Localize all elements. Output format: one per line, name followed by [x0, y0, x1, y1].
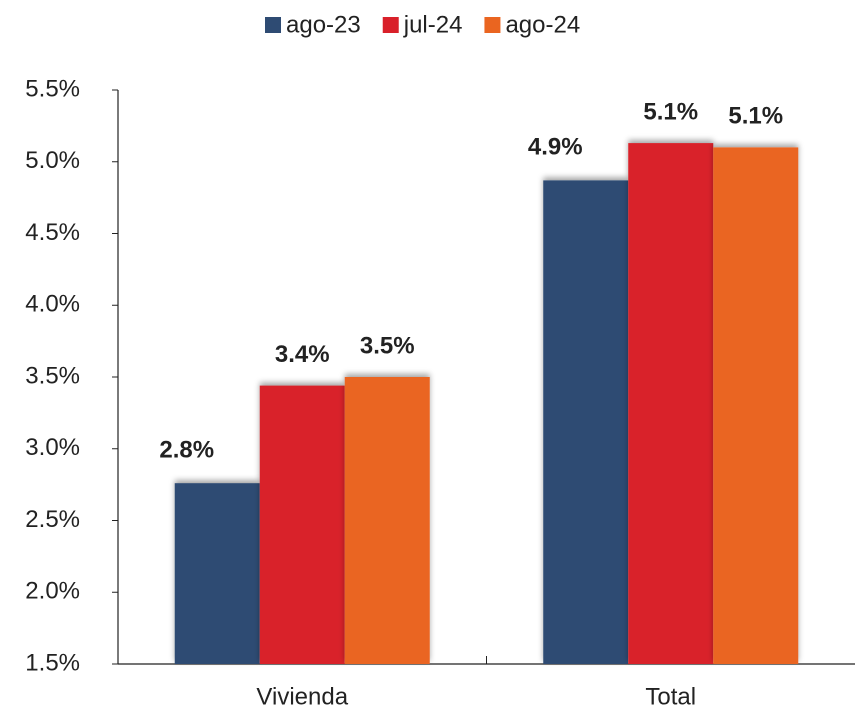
- y-tick-label: 4.5%: [25, 219, 80, 246]
- value-label: 5.1%: [728, 103, 783, 130]
- y-tick-label: 2.5%: [25, 506, 80, 533]
- value-label: 4.9%: [528, 134, 583, 161]
- y-tick-label: 5.5%: [25, 75, 80, 102]
- y-tick-label: 5.0%: [25, 147, 80, 174]
- x-tick-label: Vivienda: [256, 683, 348, 710]
- bar: [713, 147, 799, 664]
- y-tick-label: 4.0%: [25, 291, 80, 318]
- legend-swatch: [265, 17, 281, 33]
- y-tick-label: 3.0%: [25, 434, 80, 461]
- value-label: 3.5%: [360, 332, 415, 359]
- legend-swatch: [484, 17, 501, 33]
- y-tick-label: 2.0%: [25, 578, 80, 605]
- bar: [344, 377, 430, 664]
- value-label: 5.1%: [643, 98, 698, 125]
- bar: [174, 483, 260, 664]
- legend-label: ago-23: [286, 11, 361, 38]
- y-tick-label: 3.5%: [25, 362, 80, 389]
- value-label: 3.4%: [275, 341, 330, 368]
- bar: [543, 180, 629, 664]
- legend-label: jul-24: [403, 11, 463, 38]
- x-tick-label: Total: [645, 683, 696, 710]
- bar: [628, 143, 714, 665]
- bar: [259, 385, 345, 664]
- legend-swatch: [382, 17, 399, 33]
- legend-label: ago-24: [505, 11, 580, 38]
- y-tick-label: 1.5%: [25, 649, 80, 676]
- value-label: 2.8%: [159, 437, 214, 464]
